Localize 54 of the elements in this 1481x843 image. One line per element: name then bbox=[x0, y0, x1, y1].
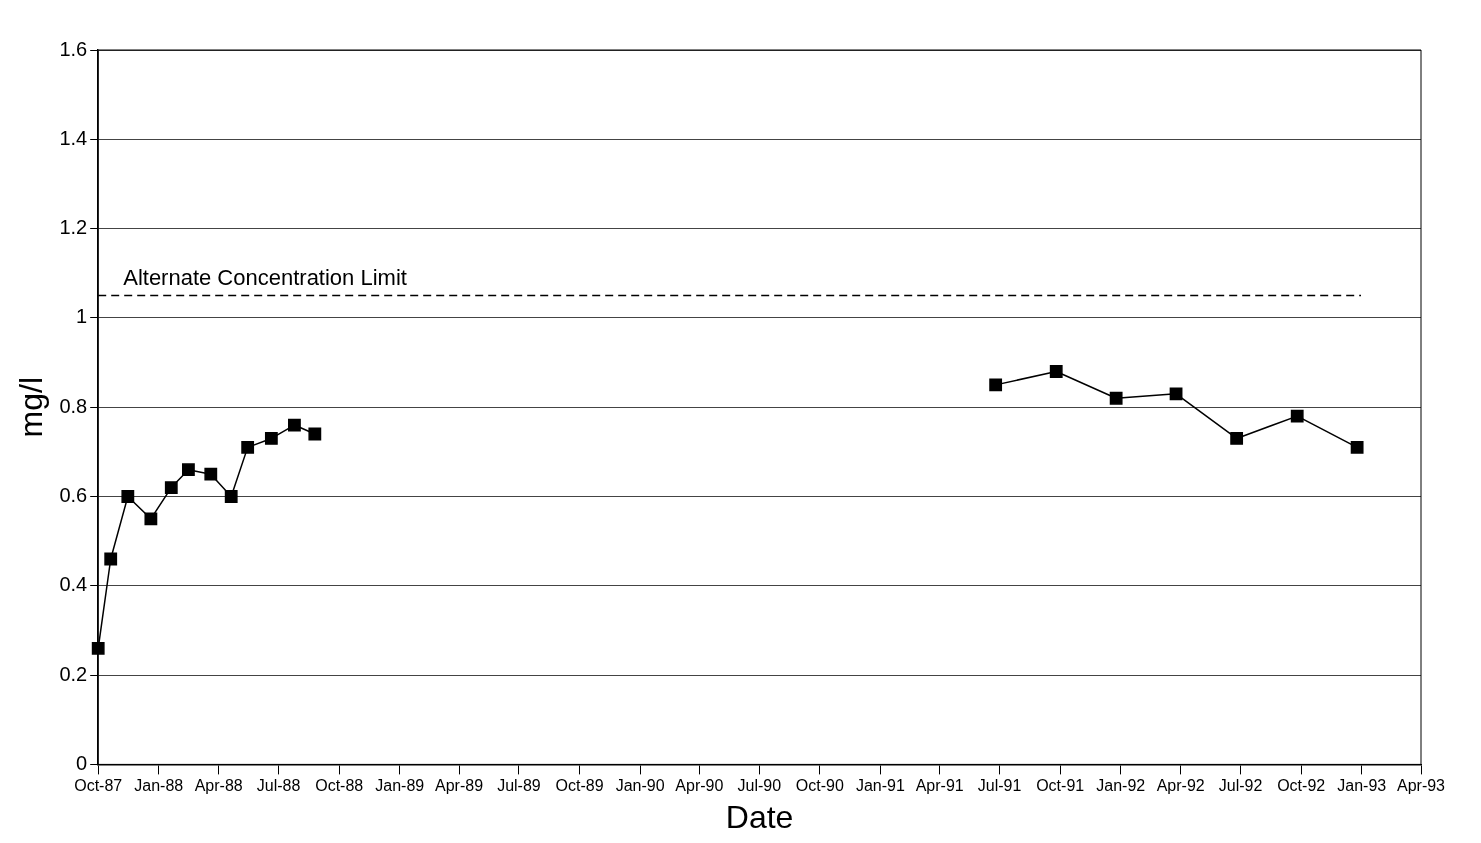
y-tick-label: 1 bbox=[76, 305, 88, 328]
x-tick-label: Oct-89 bbox=[555, 777, 604, 795]
point bbox=[144, 512, 158, 526]
y-tick-label: 0.8 bbox=[59, 394, 88, 417]
x-tick-label: Apr-92 bbox=[1156, 777, 1205, 795]
x-tick-label: Apr-88 bbox=[194, 777, 243, 795]
x-tick-label: Oct-92 bbox=[1277, 777, 1326, 795]
point bbox=[91, 641, 105, 655]
x-tick-label: Jul-91 bbox=[977, 777, 1022, 795]
point bbox=[204, 467, 218, 481]
point bbox=[308, 427, 322, 441]
x-tick-label: Apr-90 bbox=[675, 777, 724, 795]
y-tick-label: 0.2 bbox=[59, 662, 88, 685]
x-tick-label: Oct-88 bbox=[315, 777, 364, 795]
y-tick-label: 0.6 bbox=[59, 484, 88, 507]
point bbox=[121, 490, 135, 503]
x-tick-label: Jul-89 bbox=[497, 777, 541, 795]
x-tick-label: Apr-89 bbox=[435, 777, 484, 795]
y-tick-label: 1.4 bbox=[59, 126, 88, 149]
x-tick-label: Jul-90 bbox=[737, 777, 782, 795]
x-tick-label: Jul-88 bbox=[256, 777, 301, 795]
point bbox=[1109, 391, 1123, 405]
point bbox=[288, 418, 301, 432]
point bbox=[182, 463, 195, 477]
point bbox=[164, 481, 178, 494]
point bbox=[1230, 432, 1244, 445]
x-tick-label: Apr-91 bbox=[915, 777, 964, 795]
point bbox=[264, 432, 278, 445]
x-tick-label: Oct-91 bbox=[1036, 777, 1085, 795]
ref-line-label: Alternate Concentration Limit bbox=[123, 264, 407, 290]
point bbox=[1350, 440, 1364, 454]
x-tick-label: Oct-90 bbox=[795, 777, 844, 795]
point bbox=[1290, 409, 1304, 423]
x-tick-label: Jan-90 bbox=[615, 777, 665, 795]
x-tick-label: Jan-92 bbox=[1096, 777, 1146, 795]
y-tick-label: 0 bbox=[76, 751, 88, 774]
point bbox=[1169, 387, 1183, 401]
x-tick-label: Jan-89 bbox=[375, 777, 425, 795]
x-tick-label: Jan-91 bbox=[855, 777, 905, 795]
x-axis-title: Date bbox=[725, 798, 794, 835]
point bbox=[989, 378, 1003, 392]
y-tick-label: 1.2 bbox=[59, 216, 88, 239]
x-tick-label: Oct-87 bbox=[74, 777, 123, 795]
x-tick-label: Jul-92 bbox=[1218, 777, 1263, 795]
point bbox=[104, 552, 118, 566]
y-axis-title: mg/l bbox=[13, 376, 50, 438]
y-tick-label: 1.6 bbox=[59, 37, 88, 60]
point bbox=[241, 440, 255, 454]
x-tick-label: Jan-88 bbox=[134, 777, 184, 795]
x-tick-label: Apr-93 bbox=[1396, 777, 1446, 795]
point bbox=[224, 490, 238, 503]
x-tick-label: Jan-93 bbox=[1337, 777, 1387, 795]
y-tick-label: 0.4 bbox=[59, 573, 88, 596]
point bbox=[1049, 365, 1063, 378]
